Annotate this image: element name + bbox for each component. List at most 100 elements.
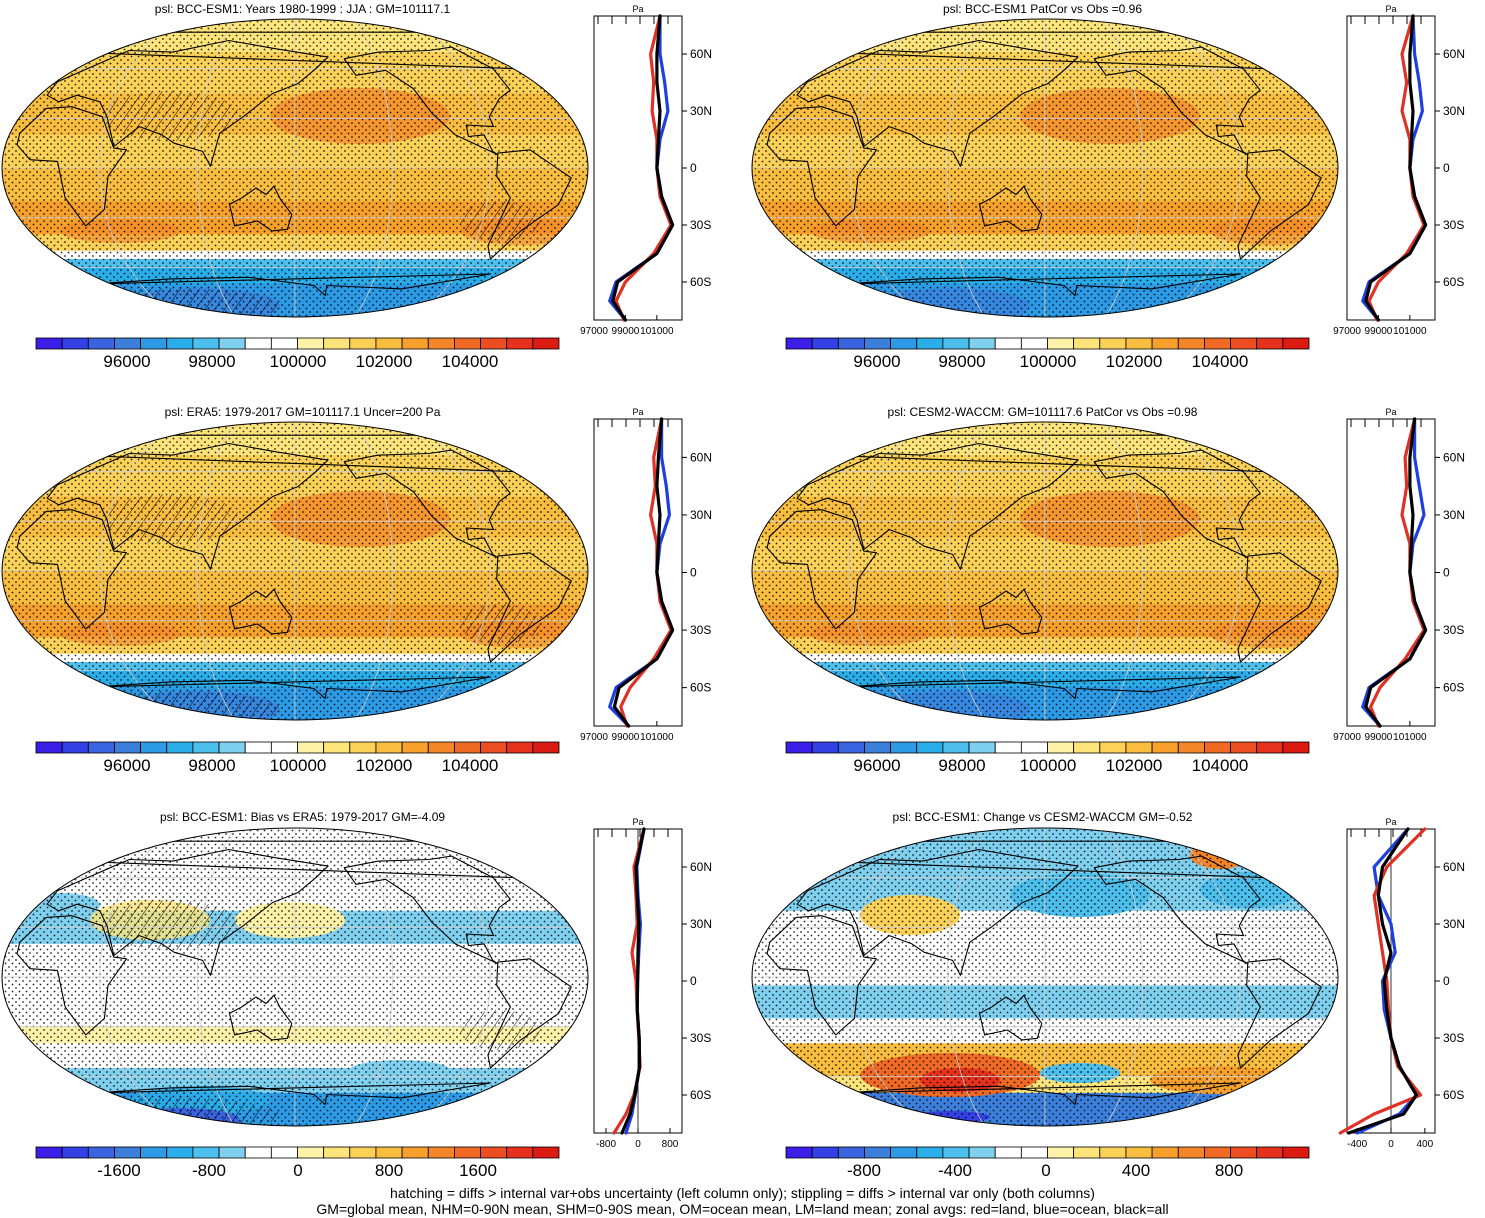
map-panel-4 <box>751 421 1339 721</box>
zonal-series-ocean <box>608 417 675 728</box>
graticule-line <box>99 422 175 720</box>
australia-outline <box>228 994 293 1041</box>
colorbar-swatch <box>140 337 168 350</box>
colorbar-swatch <box>942 741 970 754</box>
colorbar-swatch <box>968 741 996 754</box>
colorbar-1-label: 98000 <box>188 352 236 371</box>
colorbar-swatch <box>506 741 534 754</box>
colorbar-swatch <box>994 741 1022 754</box>
hatching-overlay <box>100 91 240 141</box>
colorbar-swatch <box>811 741 839 754</box>
colorbar-swatch <box>323 741 351 754</box>
colorbar-swatch <box>427 1146 455 1159</box>
graticule-line <box>99 828 175 1126</box>
south-america-outline <box>487 149 572 260</box>
antarctica-outline <box>844 1082 1242 1106</box>
zonal-ytick-label: 0 <box>690 161 697 175</box>
colorbar-swatch <box>480 1146 508 1159</box>
colorbar-swatch <box>244 1146 272 1159</box>
colorbar-swatch <box>1073 1146 1101 1159</box>
colorbar-swatch <box>1230 1146 1258 1159</box>
colorbar-swatch <box>114 1146 141 1159</box>
colorbar-swatch <box>401 337 429 350</box>
map-panel-2 <box>751 18 1339 318</box>
zonal-ytick-label: 30S <box>1443 1031 1464 1045</box>
colorbar-swatch <box>890 337 918 350</box>
colorbar-4-label: 100000 <box>1019 756 1077 775</box>
colorbar-swatch <box>453 741 481 754</box>
zonal-xtick-label: 400 <box>1417 1139 1434 1150</box>
europe-asia-outline <box>796 39 1079 167</box>
map-title-6: psl: BCC-ESM1: Change vs CESM2-WACCM GM=… <box>892 810 1193 824</box>
colorbar-4-label: 102000 <box>1105 756 1163 775</box>
colorbar-2-label: 104000 <box>1191 352 1249 371</box>
colorbar-swatch <box>35 741 63 754</box>
graticule-line <box>946 828 986 1126</box>
colorbar-swatch <box>968 337 996 350</box>
graticule-line <box>196 19 236 317</box>
colorbar-swatch <box>811 337 839 350</box>
colorbar-swatch <box>87 337 115 350</box>
hatching-overlay <box>100 494 240 544</box>
zonal-ytick-label: 30S <box>1443 623 1464 637</box>
map-panel-1 <box>1 18 589 318</box>
colorbar-swatch <box>942 1146 970 1159</box>
zonal-series-all <box>620 827 646 1135</box>
colorbar-swatch <box>1020 1146 1048 1159</box>
colorbar-swatch <box>349 337 377 350</box>
zonal-ytick-label: 60N <box>690 47 712 61</box>
graticule-line <box>354 422 394 720</box>
colorbar-1-label: 100000 <box>269 352 327 371</box>
colorbar-swatch <box>1177 337 1205 350</box>
zonal-series-ocean <box>608 14 675 322</box>
colorbar-swatch <box>916 1146 944 1159</box>
graticule-line <box>1165 828 1241 1126</box>
colorbar-swatch <box>453 337 481 350</box>
graticule-line <box>99 19 175 317</box>
graticule-line <box>849 422 925 720</box>
zonal-ytick-label: 60S <box>690 681 711 695</box>
zonal-frame <box>1346 15 1436 321</box>
colorbar-swatch <box>1282 1146 1310 1159</box>
colorbar-swatch <box>349 1146 377 1159</box>
colorbar-swatch <box>1099 1146 1127 1159</box>
australia-outline <box>978 185 1043 232</box>
colorbar-swatch <box>297 337 325 350</box>
europe-asia-outline <box>46 848 329 976</box>
africa-outline <box>766 106 878 227</box>
colorbar-swatch <box>270 1146 298 1159</box>
graticule-line <box>415 19 491 317</box>
zonal-mean-plot-3: Pa 60N 30N 0 30S 60S 97000 99000 101000 <box>580 407 712 743</box>
hatching-overlay <box>60 288 280 317</box>
north-america-outline <box>1093 46 1261 156</box>
colorbar-swatch <box>427 741 455 754</box>
colorbar-swatch <box>506 337 534 350</box>
colorbar-2 <box>785 337 1310 350</box>
zonal-mean-plot-4: Pa 60N 30N 0 30S 60S 97000 99000 101000 <box>1333 407 1465 743</box>
australia-outline <box>228 185 293 232</box>
colorbar-swatch <box>1203 1146 1231 1159</box>
colorbar-swatch <box>192 337 220 350</box>
colorbar-swatch <box>864 741 891 754</box>
north-america-outline <box>343 449 511 559</box>
colorbar-swatch <box>506 1146 534 1159</box>
colorbar-swatch <box>1256 337 1284 350</box>
colorbar-swatch <box>297 741 325 754</box>
colorbar-6-label: -400 <box>937 1161 973 1180</box>
zonal-frame <box>593 15 683 321</box>
north-america-outline <box>1093 449 1261 559</box>
zonal-series-all <box>1347 827 1418 1135</box>
zonal-mean-plot-5: Pa 60N 30N 0 30S 60S -800 0 800 <box>593 817 712 1150</box>
antarctica-outline <box>94 676 492 700</box>
europe-asia-outline <box>46 39 329 167</box>
colorbar-3-label: 102000 <box>355 756 413 775</box>
colorbar-swatch <box>61 741 89 754</box>
colorbar-swatch <box>1099 741 1127 754</box>
colorbar-swatch <box>1256 1146 1284 1159</box>
colorbar-swatch <box>1282 741 1310 754</box>
colorbar-swatch <box>401 1146 429 1159</box>
graticule-line <box>415 422 491 720</box>
colorbar-swatch <box>968 1146 996 1159</box>
colorbar-swatch <box>244 741 272 754</box>
zonal-mean-plot-1: Pa 60N 30N 0 30S 60S 97000 99000 101000 <box>580 4 712 337</box>
